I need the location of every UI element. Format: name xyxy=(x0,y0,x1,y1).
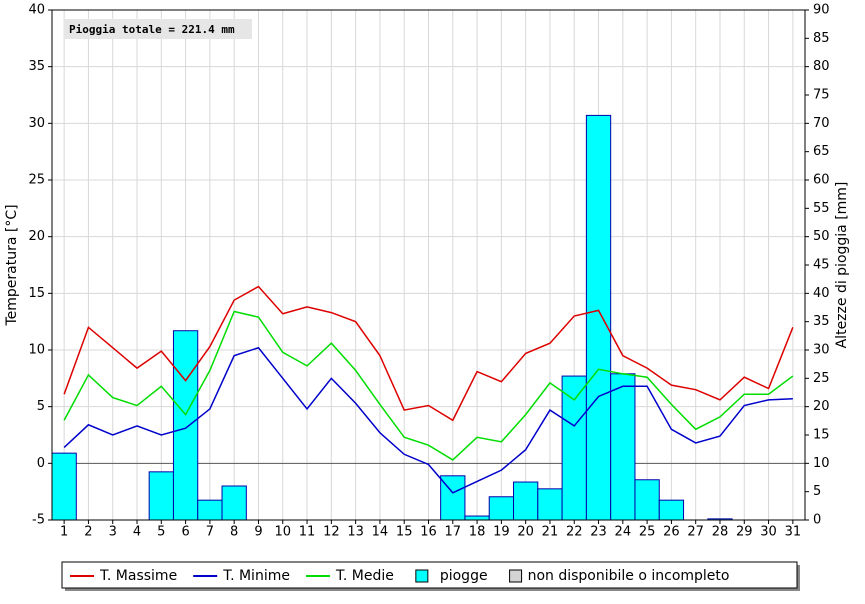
x-tick-label: 19 xyxy=(493,525,510,540)
y2-tick-label: 75 xyxy=(813,88,830,103)
legend-swatch xyxy=(415,569,429,583)
y2-tick-label: 35 xyxy=(813,314,830,329)
y2-tick-label: 15 xyxy=(813,428,830,443)
legend-label: T. Minime xyxy=(222,568,290,584)
y-tick-label: 25 xyxy=(28,173,45,188)
y2-tick-label: 30 xyxy=(813,343,830,358)
x-tick-label: 4 xyxy=(133,525,141,540)
annotation: Pioggia totale = 221.4 mm xyxy=(69,23,235,36)
legend-swatch xyxy=(509,569,523,583)
x-tick-label: 6 xyxy=(181,525,189,540)
y-tick-label: 20 xyxy=(28,229,45,244)
x-tick-label: 7 xyxy=(206,525,214,540)
x-tick-label: 3 xyxy=(109,525,117,540)
y2-tick-label: 80 xyxy=(813,59,830,74)
legend-box xyxy=(61,561,798,589)
y-tick-label: 40 xyxy=(28,3,45,18)
x-tick-label: 11 xyxy=(299,525,316,540)
y2-tick-label: 45 xyxy=(813,258,830,273)
bar xyxy=(488,496,515,521)
y2-tick-label: 55 xyxy=(813,201,830,216)
bar xyxy=(634,479,660,521)
x-tick-label: 28 xyxy=(712,525,729,540)
legend-label: non disponibile o incompleto xyxy=(528,568,730,584)
y2-tick-label: 85 xyxy=(813,31,830,46)
y2-tick-label: 10 xyxy=(813,456,830,471)
y-tick-label: -5 xyxy=(32,513,45,528)
x-tick-label: 27 xyxy=(687,525,704,540)
y-tick-label: 15 xyxy=(28,286,45,301)
bar xyxy=(172,330,199,521)
x-tick-label: 14 xyxy=(372,525,389,540)
bar xyxy=(464,515,490,521)
y-axis-label: Temperatura [°C] xyxy=(4,204,20,326)
y2-tick-label: 90 xyxy=(813,3,830,18)
line-series xyxy=(63,346,793,494)
y2-tick-label: 20 xyxy=(813,399,830,414)
x-tick-label: 22 xyxy=(566,525,583,540)
x-tick-label: 12 xyxy=(323,525,340,540)
x-tick-label: 25 xyxy=(639,525,656,540)
bar xyxy=(197,499,223,521)
bar xyxy=(658,499,685,521)
bar xyxy=(51,452,77,521)
bar xyxy=(561,375,587,521)
x-tick-label: 18 xyxy=(469,525,486,540)
x-tick-label: 9 xyxy=(254,525,262,540)
x-tick-label: 10 xyxy=(274,525,291,540)
bar xyxy=(610,373,636,521)
y-tick-label: 35 xyxy=(28,59,45,74)
legend-label: T. Medie xyxy=(335,568,394,584)
x-tick-label: 17 xyxy=(445,525,462,540)
bar xyxy=(585,114,612,521)
line-series xyxy=(63,310,794,461)
x-tick-label: 16 xyxy=(420,525,437,540)
y2-tick-label: 65 xyxy=(813,144,830,159)
x-tick-label: 21 xyxy=(542,525,559,540)
legend-label: T. Massime xyxy=(99,568,177,584)
y-tick-label: 0 xyxy=(37,456,45,471)
x-tick-label: 1 xyxy=(60,525,68,540)
x-tick-label: 23 xyxy=(590,525,607,540)
x-tick-label: 13 xyxy=(347,525,364,540)
y2-tick-label: 25 xyxy=(813,371,830,386)
x-tick-label: 20 xyxy=(517,525,534,540)
legend-label: piogge xyxy=(440,568,488,584)
x-tick-label: 30 xyxy=(760,525,777,540)
bar xyxy=(537,488,563,521)
x-tick-label: 29 xyxy=(736,525,753,540)
line-series xyxy=(63,285,794,422)
x-tick-label: 5 xyxy=(157,525,165,540)
x-tick-label: 24 xyxy=(615,525,632,540)
x-tick-label: 26 xyxy=(663,525,680,540)
y-tick-label: 30 xyxy=(28,116,45,131)
y2-tick-label: 5 xyxy=(813,484,821,499)
y2-tick-label: 0 xyxy=(813,513,821,528)
x-tick-label: 31 xyxy=(785,525,802,540)
annotation-box xyxy=(64,19,252,39)
y-tick-label: 5 xyxy=(37,399,45,414)
y2-tick-label: 50 xyxy=(813,229,830,244)
y2-axis-label: Altezze di pioggia [mm] xyxy=(834,182,850,349)
bar xyxy=(148,471,174,521)
bar xyxy=(221,485,247,521)
y2-tick-label: 70 xyxy=(813,116,830,131)
y-tick-label: 10 xyxy=(28,343,45,358)
x-tick-label: 8 xyxy=(230,525,238,540)
y2-tick-label: 40 xyxy=(813,286,830,301)
x-tick-label: 2 xyxy=(84,525,92,540)
y2-tick-label: 60 xyxy=(813,173,830,188)
bar xyxy=(513,481,539,521)
x-tick-label: 15 xyxy=(396,525,413,540)
